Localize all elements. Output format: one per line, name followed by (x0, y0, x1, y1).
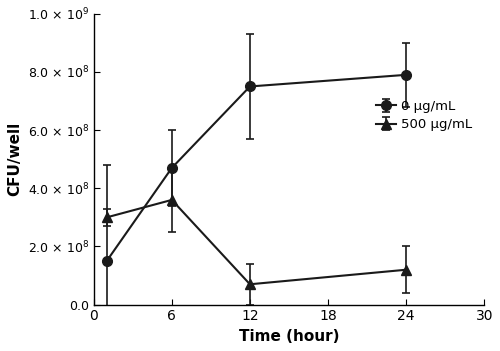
X-axis label: Time (hour): Time (hour) (238, 329, 339, 344)
Y-axis label: CFU/well: CFU/well (7, 122, 22, 196)
Legend: 0 μg/mL, 500 μg/mL: 0 μg/mL, 500 μg/mL (371, 95, 478, 137)
